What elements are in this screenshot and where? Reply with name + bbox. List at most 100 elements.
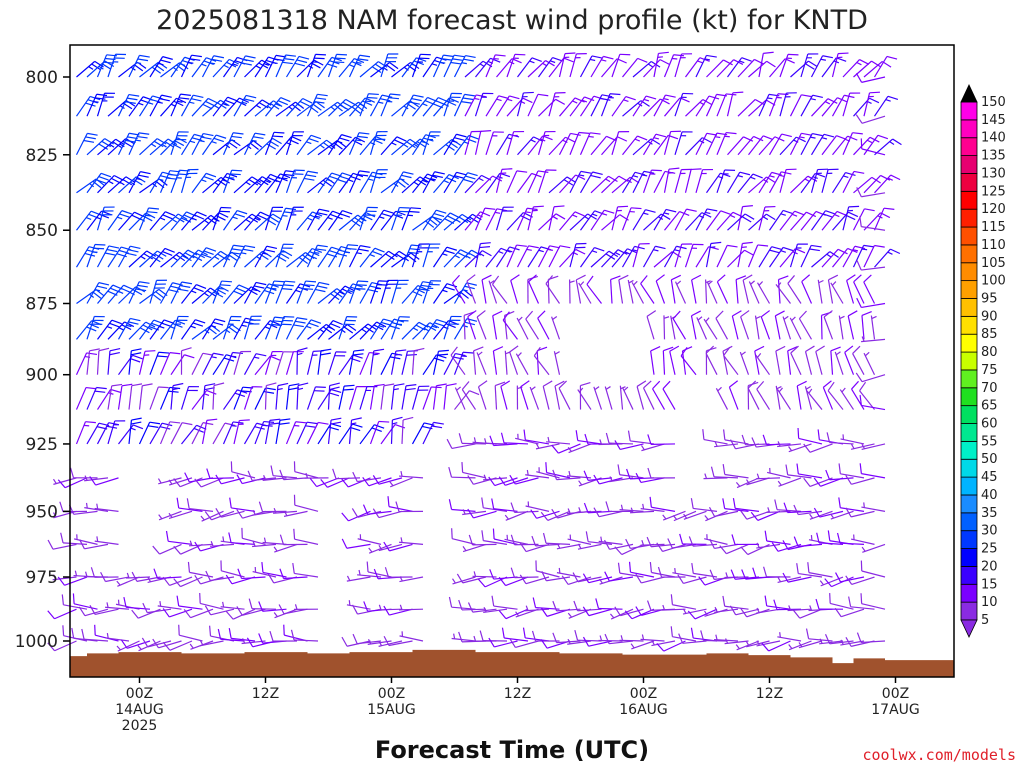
wind-barb	[210, 541, 235, 547]
wind-barb	[569, 131, 590, 155]
wind-barb	[611, 205, 629, 231]
wind-barb	[529, 386, 540, 410]
wind-barb	[756, 281, 771, 304]
wind-barb	[152, 638, 182, 649]
wind-barb	[830, 510, 854, 520]
wind-barb	[820, 311, 832, 340]
wind-barb	[604, 386, 613, 410]
wind-barb	[252, 509, 277, 516]
wind-barb	[831, 172, 856, 194]
wind-barb	[874, 174, 901, 194]
wind-barb	[296, 134, 322, 156]
wind-barb	[815, 598, 844, 610]
wind-barb	[377, 604, 403, 611]
wind-barb	[815, 345, 825, 375]
wind-barb	[139, 138, 167, 156]
wind-barb	[464, 60, 493, 78]
wind-barb	[863, 174, 891, 194]
wind-barb	[710, 466, 739, 479]
wind-barb	[855, 114, 886, 124]
wind-barb	[180, 133, 205, 156]
wind-barb	[86, 138, 114, 156]
wind-barb	[715, 310, 729, 340]
credit-link[interactable]: coolwx.com/models	[862, 746, 1016, 764]
wind-barb	[357, 534, 382, 545]
wind-barb	[838, 463, 865, 479]
wind-barb	[756, 607, 781, 614]
wind-barb	[540, 510, 571, 521]
colorbar-legend: 5 10 15 20 25 30 35 40 45 50 55 60 65 70 75 80 85 90 95 100…	[960, 84, 1006, 638]
wind-barb	[756, 380, 771, 410]
wind-barb	[173, 477, 203, 488]
wind-barb	[229, 497, 256, 512]
wind-barb	[74, 534, 98, 545]
wind-barb	[128, 417, 142, 445]
wind-barb	[538, 213, 566, 231]
wind-barb	[626, 468, 655, 480]
colorbar-label: 135	[981, 149, 1006, 164]
wind-barb	[642, 380, 655, 410]
wind-barb	[856, 632, 886, 644]
wind-barb	[202, 99, 230, 117]
wind-barb	[835, 572, 865, 583]
wind-barb	[264, 131, 285, 155]
wind-barb	[184, 472, 214, 483]
wind-barb	[663, 245, 687, 268]
wind-barb	[159, 352, 181, 375]
wind-barb	[273, 543, 298, 553]
wind-barb	[775, 385, 782, 410]
x-tick-label: 12Z	[756, 686, 783, 702]
wind-barb	[663, 54, 685, 78]
wind-barb	[722, 464, 749, 479]
wind-barb	[520, 380, 530, 410]
colorbar-label: 145	[981, 113, 1006, 128]
wind-barb	[391, 138, 419, 156]
colorbar-swatch	[960, 548, 978, 567]
wind-barb	[75, 386, 97, 410]
wind-barb	[464, 94, 487, 117]
wind-barb	[83, 571, 109, 578]
wind-barb	[552, 632, 581, 644]
wind-barb	[653, 94, 676, 117]
colorbar-label: 150	[981, 95, 1006, 110]
colorbar-swatch	[960, 280, 978, 299]
wind-barb	[663, 315, 670, 340]
wind-barb	[531, 535, 560, 547]
wind-barb	[338, 423, 363, 445]
wind-barb	[621, 207, 642, 231]
wind-barb	[642, 169, 662, 193]
wind-barb	[655, 274, 666, 304]
colorbar-swatch	[960, 476, 978, 496]
wind-barb	[779, 210, 805, 231]
wind-barb	[369, 131, 388, 155]
wind-barb	[556, 567, 581, 578]
wind-barb	[777, 632, 802, 642]
wind-barb	[569, 96, 595, 117]
wind-barb	[844, 345, 855, 375]
wind-barb	[306, 244, 328, 268]
y-tick-label: 900	[26, 366, 58, 386]
wind-barb	[498, 576, 529, 587]
wind-barb	[491, 275, 508, 304]
wind-barb	[777, 387, 792, 410]
wind-barb	[832, 135, 858, 156]
wind-barb	[296, 319, 322, 340]
wind-barb	[86, 210, 112, 231]
wind-barb	[657, 566, 686, 578]
wind-barb	[191, 422, 214, 445]
x-axis-label: Forecast Time (UTC)	[375, 736, 649, 764]
wind-barb	[537, 245, 560, 268]
wind-barb	[399, 631, 424, 642]
wind-barb	[443, 133, 467, 156]
wind-barb	[116, 640, 140, 652]
wind-barb	[614, 440, 644, 451]
wind-barb	[506, 130, 525, 155]
wind-barb	[401, 94, 424, 117]
wind-barb	[422, 209, 447, 231]
wind-barb	[822, 380, 834, 410]
wind-barb	[661, 604, 686, 611]
wind-barb	[222, 244, 244, 268]
wind-barb	[458, 599, 487, 611]
wind-barb	[609, 608, 634, 620]
wind-barb	[279, 568, 308, 580]
